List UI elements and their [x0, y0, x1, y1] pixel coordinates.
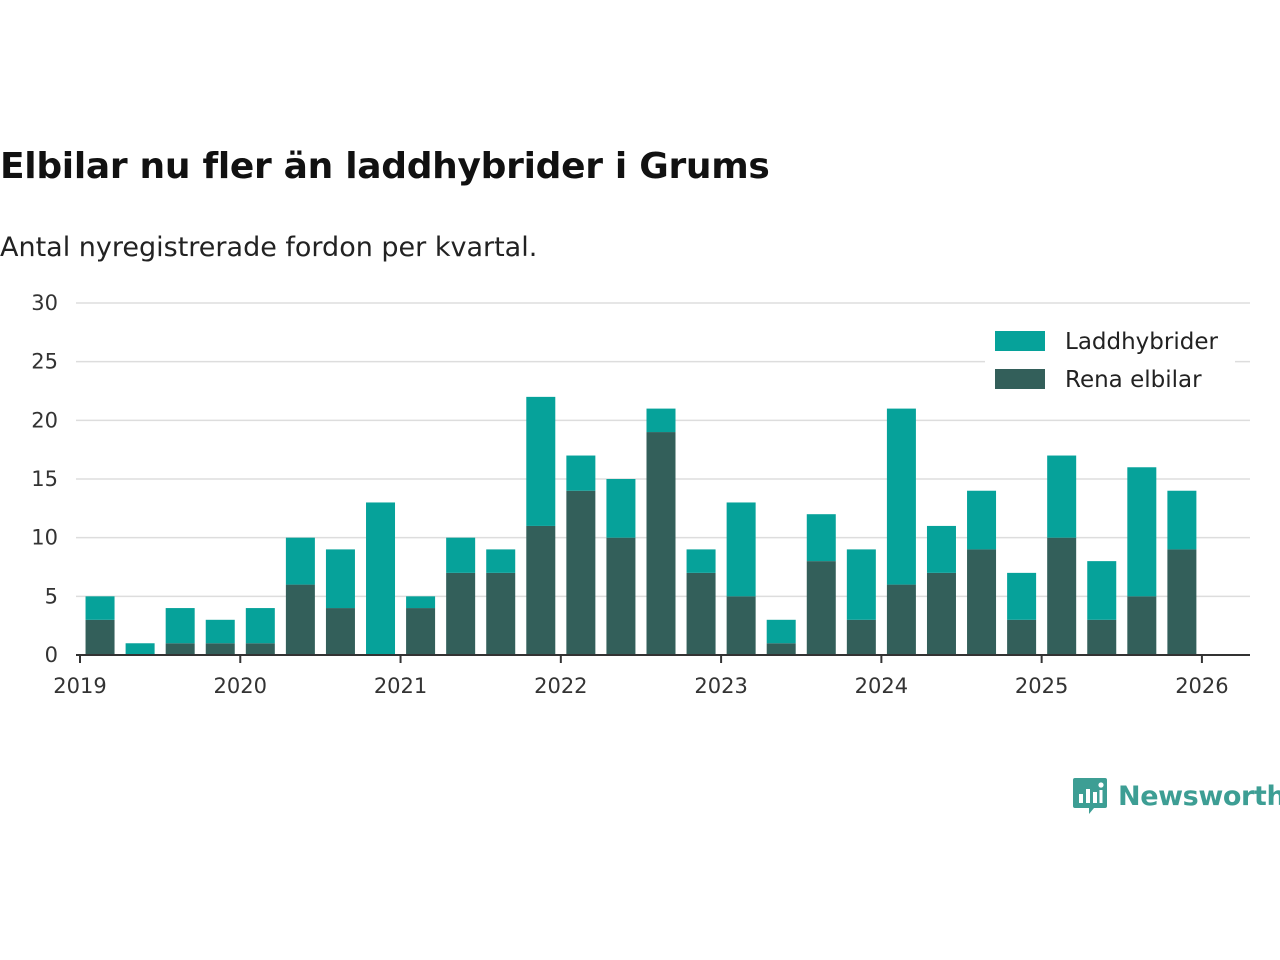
bar-rena-elbilar-4 — [245, 643, 275, 655]
bar-rena-elbilar-17 — [766, 643, 796, 655]
bar-rena-elbilar-18 — [806, 561, 836, 655]
bar-rena-elbilar-5 — [285, 584, 315, 655]
bar-laddhybrider-17 — [766, 619, 796, 644]
bar-laddhybrider-7 — [366, 502, 396, 655]
bar-laddhybrider-23 — [1007, 572, 1037, 620]
bar-laddhybrider-9 — [446, 537, 476, 573]
bar-rena-elbilar-2 — [165, 643, 195, 655]
y-tick-label-15: 15 — [31, 467, 58, 491]
bar-laddhybrider-24 — [1047, 455, 1077, 538]
x-tick-label-2020: 2020 — [214, 674, 267, 698]
bar-laddhybrider-13 — [606, 479, 636, 538]
bar-rena-elbilar-13 — [606, 537, 636, 655]
x-tick-label-2023: 2023 — [694, 674, 747, 698]
chart-title: Elbilar nu fler än laddhybrider i Grums — [0, 146, 770, 187]
bar-rena-elbilar-15 — [686, 572, 716, 655]
y-tick-label-10: 10 — [31, 526, 58, 550]
bar-rena-elbilar-20 — [886, 584, 916, 655]
bar-rena-elbilar-14 — [646, 432, 676, 655]
bar-rena-elbilar-27 — [1167, 549, 1197, 655]
bar-laddhybrider-8 — [406, 596, 436, 609]
y-tick-label-20: 20 — [31, 408, 58, 432]
y-tick-label-0: 0 — [45, 643, 58, 667]
bar-laddhybrider-18 — [806, 514, 836, 562]
y-tick-label-5: 5 — [45, 584, 58, 608]
bar-rena-elbilar-19 — [846, 619, 876, 655]
bar-rena-elbilar-0 — [85, 619, 115, 655]
brand-logo: Newsworthy — [1072, 776, 1280, 816]
bar-laddhybrider-11 — [526, 396, 556, 526]
legend-label-1: Rena elbilar — [1065, 367, 1202, 393]
bar-laddhybrider-19 — [846, 549, 876, 620]
x-tick-label-2019: 2019 — [53, 674, 106, 698]
x-tick-label-2025: 2025 — [1015, 674, 1068, 698]
newsworthy-logo-icon — [1073, 778, 1107, 814]
bar-rena-elbilar-23 — [1007, 619, 1037, 655]
legend-swatch-1 — [995, 369, 1045, 389]
bar-laddhybrider-2 — [165, 608, 195, 644]
bar-laddhybrider-14 — [646, 408, 676, 433]
bar-laddhybrider-12 — [566, 455, 596, 491]
x-tick-label-2022: 2022 — [534, 674, 587, 698]
bar-rena-elbilar-22 — [967, 549, 997, 655]
bar-rena-elbilar-6 — [325, 608, 355, 655]
bar-laddhybrider-4 — [245, 608, 275, 644]
bar-laddhybrider-1 — [125, 643, 155, 655]
x-tick-label-2021: 2021 — [374, 674, 427, 698]
bar-laddhybrider-3 — [205, 619, 235, 644]
brand-name: Newsworthy — [1118, 780, 1280, 812]
bar-rena-elbilar-11 — [526, 525, 556, 655]
bar-rena-elbilar-8 — [406, 608, 436, 655]
bar-laddhybrider-22 — [967, 490, 997, 550]
bar-rena-elbilar-3 — [205, 643, 235, 655]
bar-rena-elbilar-25 — [1087, 619, 1117, 655]
y-tick-label-25: 25 — [31, 350, 58, 374]
bar-rena-elbilar-24 — [1047, 537, 1077, 655]
bar-rena-elbilar-16 — [726, 596, 756, 655]
x-tick-label-2024: 2024 — [855, 674, 908, 698]
legend-swatch-0 — [995, 331, 1045, 351]
bar-laddhybrider-26 — [1127, 467, 1157, 597]
bar-rena-elbilar-10 — [486, 572, 516, 655]
legend: Laddhybrider Rena elbilar — [985, 322, 1235, 400]
bar-rena-elbilar-9 — [446, 572, 476, 655]
y-tick-label-30: 30 — [31, 291, 58, 315]
bar-rena-elbilar-21 — [926, 572, 956, 655]
bar-laddhybrider-15 — [686, 549, 716, 573]
bars — [85, 396, 1197, 655]
bar-laddhybrider-5 — [285, 537, 315, 585]
bar-laddhybrider-10 — [486, 549, 516, 573]
bar-laddhybrider-0 — [85, 596, 115, 620]
chart-subtitle: Antal nyregistrerade fordon per kvartal. — [0, 232, 538, 263]
bar-laddhybrider-20 — [886, 408, 916, 585]
bar-laddhybrider-27 — [1167, 490, 1197, 550]
bar-rena-elbilar-12 — [566, 490, 596, 655]
bar-laddhybrider-6 — [325, 549, 355, 609]
bar-laddhybrider-16 — [726, 502, 756, 597]
bar-laddhybrider-25 — [1087, 561, 1117, 620]
bar-laddhybrider-21 — [926, 525, 956, 573]
x-tick-label-2026: 2026 — [1175, 674, 1228, 698]
bar-rena-elbilar-26 — [1127, 596, 1157, 655]
legend-label-0: Laddhybrider — [1065, 329, 1218, 355]
